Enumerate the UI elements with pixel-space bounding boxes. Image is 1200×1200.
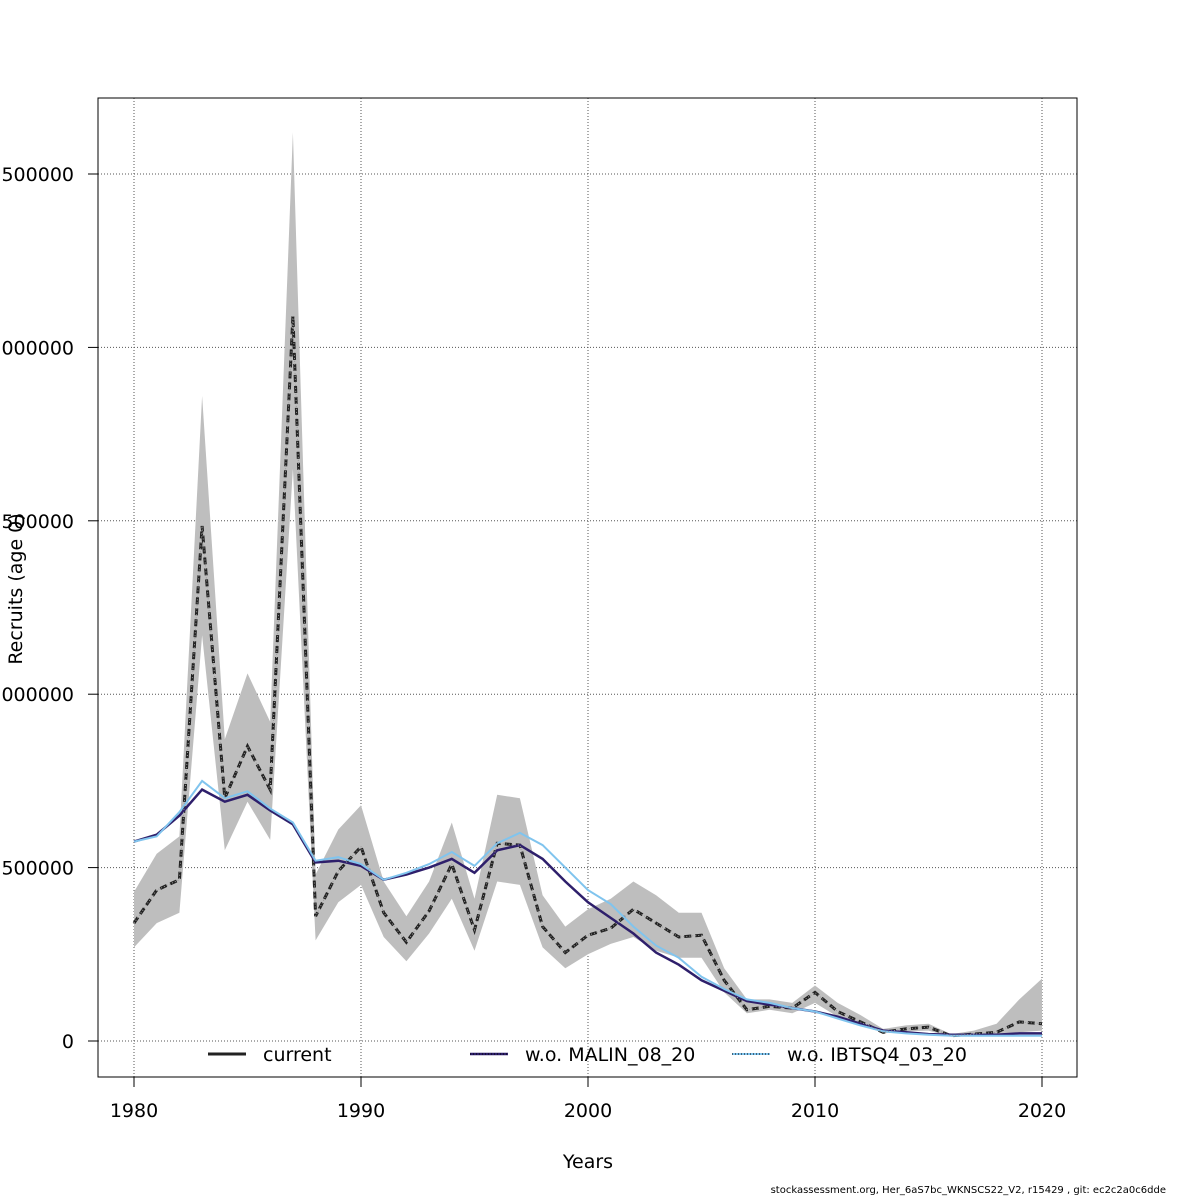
x-axis: 1980 1990 2000 2010 2020 [110, 1076, 1066, 1122]
x-tick-label: 1980 [110, 1100, 158, 1122]
y-tick-label: 1500000 [0, 511, 74, 533]
y-tick-label: 1000000 [0, 684, 74, 706]
y-tick-label: 500000 [1, 858, 74, 880]
legend-malin-label: w.o. MALIN_08_20 [525, 1044, 695, 1066]
legend-current-label: current [263, 1044, 332, 1066]
x-axis-title: Years [562, 1151, 613, 1173]
series-ibts-line [133, 779, 1042, 1037]
x-tick-label: 2020 [1018, 1100, 1066, 1122]
legend-ibts-label: w.o. IBTSQ4_03_20 [787, 1044, 967, 1066]
x-tick-label: 2000 [564, 1100, 612, 1122]
series-layer [132, 316, 1043, 1038]
y-axis: 0 500000 1000000 1500000 2000000 2500000 [0, 164, 98, 1053]
gridlines [98, 98, 1077, 1077]
confidence-band-layer [134, 132, 1042, 1037]
confidence-band [134, 132, 1042, 1037]
x-tick-label: 1990 [337, 1100, 385, 1122]
legend: current w.o. MALIN_08_20 w.o. IBTSQ4_03_20 [208, 1044, 967, 1066]
y-tick-label: 2000000 [0, 337, 74, 359]
footer-credit: stockassessment.org, Her_6aS7bc_WKNSCS22… [770, 1185, 1166, 1196]
y-axis-title: Recruits (age 0) [5, 513, 27, 664]
y-tick-label: 0 [62, 1031, 74, 1053]
x-tick-label: 2010 [791, 1100, 839, 1122]
y-tick-label: 2500000 [0, 164, 74, 186]
